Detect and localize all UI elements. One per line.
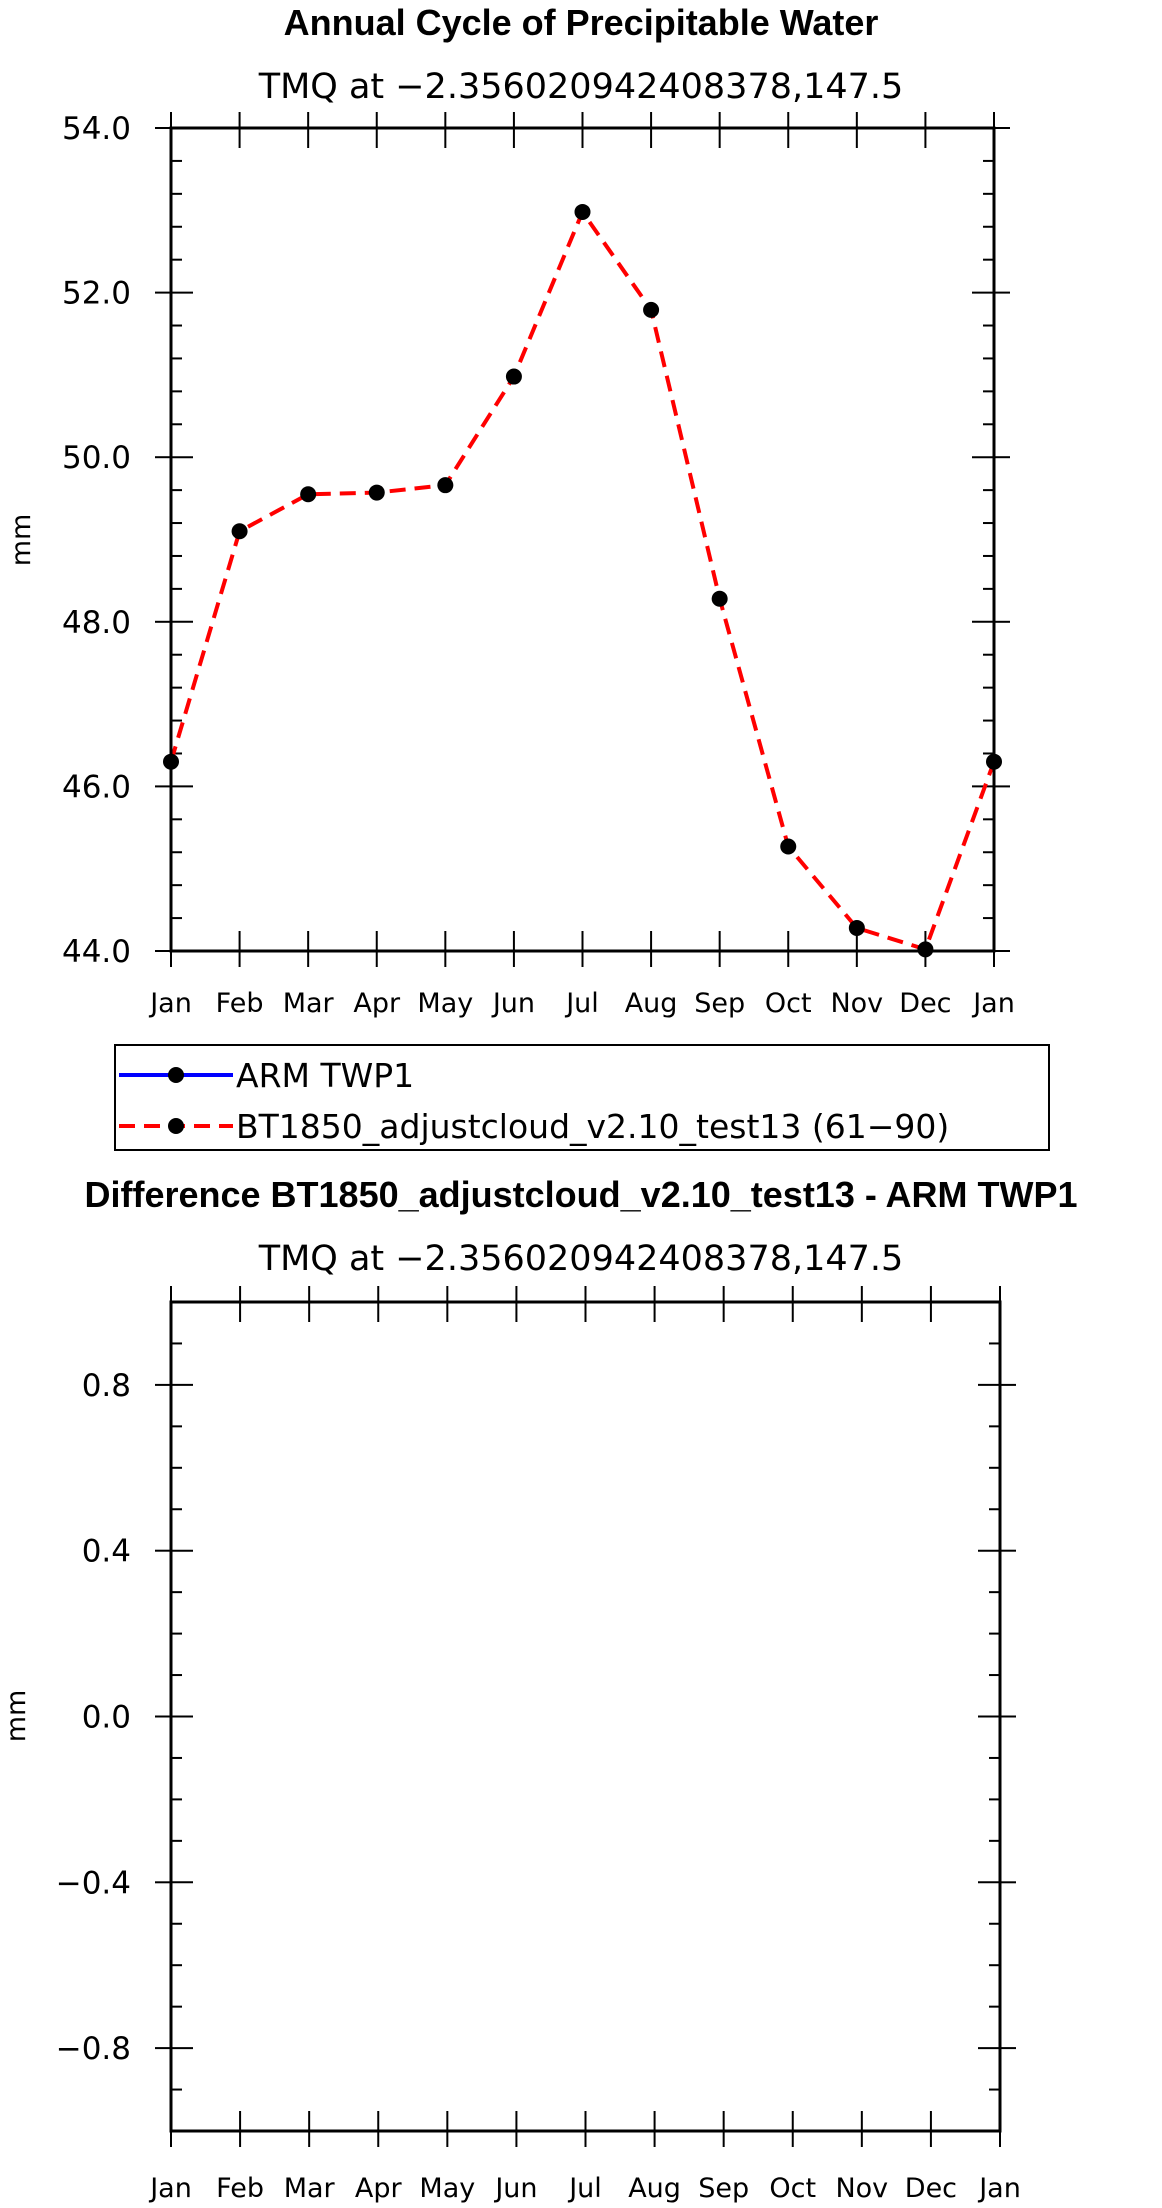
series-group xyxy=(163,203,1002,958)
x-tick-label-feb: Feb xyxy=(216,2173,264,2204)
legend-label-bt1850: BT1850_adjustcloud_v2.10_test13 (61−90) xyxy=(236,1107,949,1146)
x-tick-label-jun: Jun xyxy=(491,988,535,1019)
data-point xyxy=(505,368,522,385)
data-point xyxy=(643,301,660,318)
data-point xyxy=(917,941,934,958)
y-tick-label: 54.0 xyxy=(62,111,131,147)
plot-border xyxy=(169,126,996,953)
y-tick-label: 0.4 xyxy=(82,1534,131,1570)
axis-ticks: 0.8 0.4 0.0 −0.4 −0.8 Jan Feb Mar Apr May Jun Jul Au… xyxy=(56,1286,1021,2204)
x-tick-label-mar: Mar xyxy=(284,2173,336,2204)
legend-marker-arm-twp1 xyxy=(168,1067,184,1083)
data-point xyxy=(368,484,385,501)
x-tick-label-oct: Oct xyxy=(765,988,812,1019)
x-tick-label-jul: Jul xyxy=(567,2173,602,2204)
legend-label-arm-twp1: ARM TWP1 xyxy=(236,1056,414,1095)
x-tick-label-nov: Nov xyxy=(830,988,883,1019)
x-tick-label-sep: Sep xyxy=(698,2173,749,2204)
x-tick-label-jan: Jan xyxy=(971,988,1015,1019)
y-tick-label: 0.0 xyxy=(82,1700,131,1736)
x-tick-label-nov: Nov xyxy=(835,2173,888,2204)
x-tick-label-jan: Jan xyxy=(977,2173,1021,2204)
x-tick-label-dec: Dec xyxy=(899,988,951,1019)
data-point xyxy=(711,590,728,607)
chart-title: Annual Cycle of Precipitable Water xyxy=(284,2,879,43)
x-tick-label-jul: Jul xyxy=(564,988,599,1019)
x-tick-label-may: May xyxy=(419,2173,475,2204)
x-tick-label-jun: Jun xyxy=(493,2173,537,2204)
x-tick-label-aug: Aug xyxy=(625,988,678,1019)
legend: ARM TWP1 BT1850_adjustcloud_v2.10_test13… xyxy=(114,1044,1050,1151)
y-tick-label: 52.0 xyxy=(62,276,131,312)
axis-ticks: 54.0 52.0 50.0 48.0 46.0 44.0 Jan Feb Mar Apr May J… xyxy=(62,111,1015,1019)
y-tick-label: 48.0 xyxy=(62,605,131,641)
data-point xyxy=(231,523,248,540)
legend-item-arm-twp1: ARM TWP1 xyxy=(119,1056,414,1095)
x-tick-label-aug: Aug xyxy=(628,2173,681,2204)
x-tick-label-may: May xyxy=(417,988,473,1019)
y-tick-label: 50.0 xyxy=(62,440,131,476)
y-tick-label: −0.4 xyxy=(56,1865,131,1901)
data-point xyxy=(300,486,317,503)
plot-border xyxy=(169,1300,1002,2133)
series-line-bt1850-adjustcloud-v2-10-test1 xyxy=(169,207,996,952)
x-tick-label-dec: Dec xyxy=(905,2173,957,2204)
y-tick-label: 44.0 xyxy=(62,934,131,970)
y-tick-label: 46.0 xyxy=(62,769,131,805)
legend-box xyxy=(114,1044,1050,1151)
data-point xyxy=(780,838,797,855)
plot-frame xyxy=(169,126,996,953)
x-tick-label-mar: Mar xyxy=(283,988,335,1019)
x-tick-label-apr: Apr xyxy=(355,2173,403,2204)
y-axis-label: mm xyxy=(6,514,37,567)
plot-frame xyxy=(169,1300,1002,2133)
difference-chart: Difference BT1850_adjustcloud_v2.10_test… xyxy=(1,1174,1078,2204)
data-point xyxy=(574,203,591,220)
data-point xyxy=(848,919,865,936)
y-tick-label: 0.8 xyxy=(82,1368,131,1404)
chart-title: Difference BT1850_adjustcloud_v2.10_test… xyxy=(84,1174,1077,1215)
chart-subtitle: TMQ at −2.356020942408378,147.5 xyxy=(258,1239,904,1279)
data-point xyxy=(437,477,454,494)
x-tick-label-feb: Feb xyxy=(216,988,264,1019)
legend-marker-bt1850 xyxy=(168,1118,184,1134)
y-axis-label: mm xyxy=(1,1690,32,1743)
x-tick-label-sep: Sep xyxy=(694,988,745,1019)
chart-subtitle: TMQ at −2.356020942408378,147.5 xyxy=(258,67,904,107)
x-tick-label-oct: Oct xyxy=(769,2173,816,2204)
y-tick-label: −0.8 xyxy=(56,2031,131,2067)
x-tick-label-jan: Jan xyxy=(148,2173,192,2204)
x-tick-label-apr: Apr xyxy=(353,988,401,1019)
x-tick-label-jan: Jan xyxy=(148,988,192,1019)
annual-cycle-chart: Annual Cycle of Precipitable Water TMQ a… xyxy=(6,2,1015,1019)
legend-item-bt1850: BT1850_adjustcloud_v2.10_test13 (61−90) xyxy=(119,1107,949,1146)
